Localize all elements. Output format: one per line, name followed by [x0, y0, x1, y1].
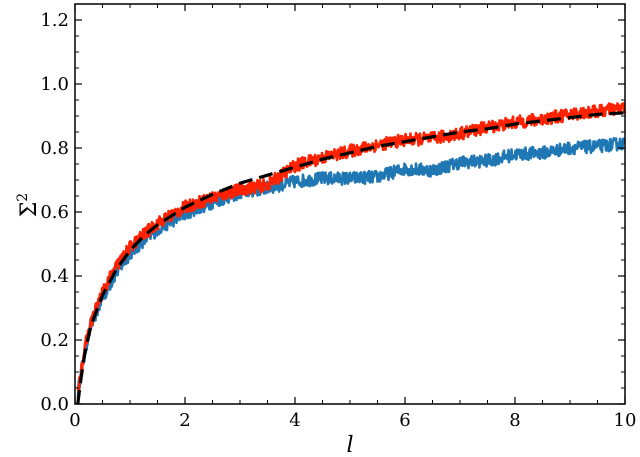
x-tick-label: 2 — [179, 410, 190, 431]
x-tick-label: 6 — [399, 410, 410, 431]
y-tick-label: 0.4 — [40, 266, 69, 287]
plot-area — [76, 102, 627, 405]
series-line-1 — [76, 136, 626, 398]
y-axis-label: Σ2 — [15, 193, 42, 217]
x-axis-label: l — [346, 433, 353, 457]
x-tick-label: 0 — [69, 410, 80, 431]
y-tick-label: 0.8 — [40, 138, 69, 159]
y-tick-label: 1.2 — [40, 10, 69, 31]
y-tick-label: 0.2 — [40, 330, 69, 351]
y-axis-label-superscript: 2 — [15, 193, 31, 202]
y-tick-label: 0.0 — [40, 394, 69, 415]
x-tick-label: 10 — [614, 410, 637, 431]
axis-ticks: 0 2 4 6 8 10 0.0 0.2 0.4 0.6 0.8 1.0 1.2 — [40, 4, 636, 431]
plot-frame — [74, 3, 626, 405]
y-tick-label: 0.6 — [40, 202, 69, 223]
y-axis-label-main: Σ — [17, 202, 42, 218]
y-tick-label: 1.0 — [40, 74, 69, 95]
series-line-fit — [76, 111, 626, 405]
x-tick-label: 8 — [509, 410, 520, 431]
x-tick-label: 4 — [289, 410, 300, 431]
svg-text:Σ2: Σ2 — [15, 193, 42, 217]
